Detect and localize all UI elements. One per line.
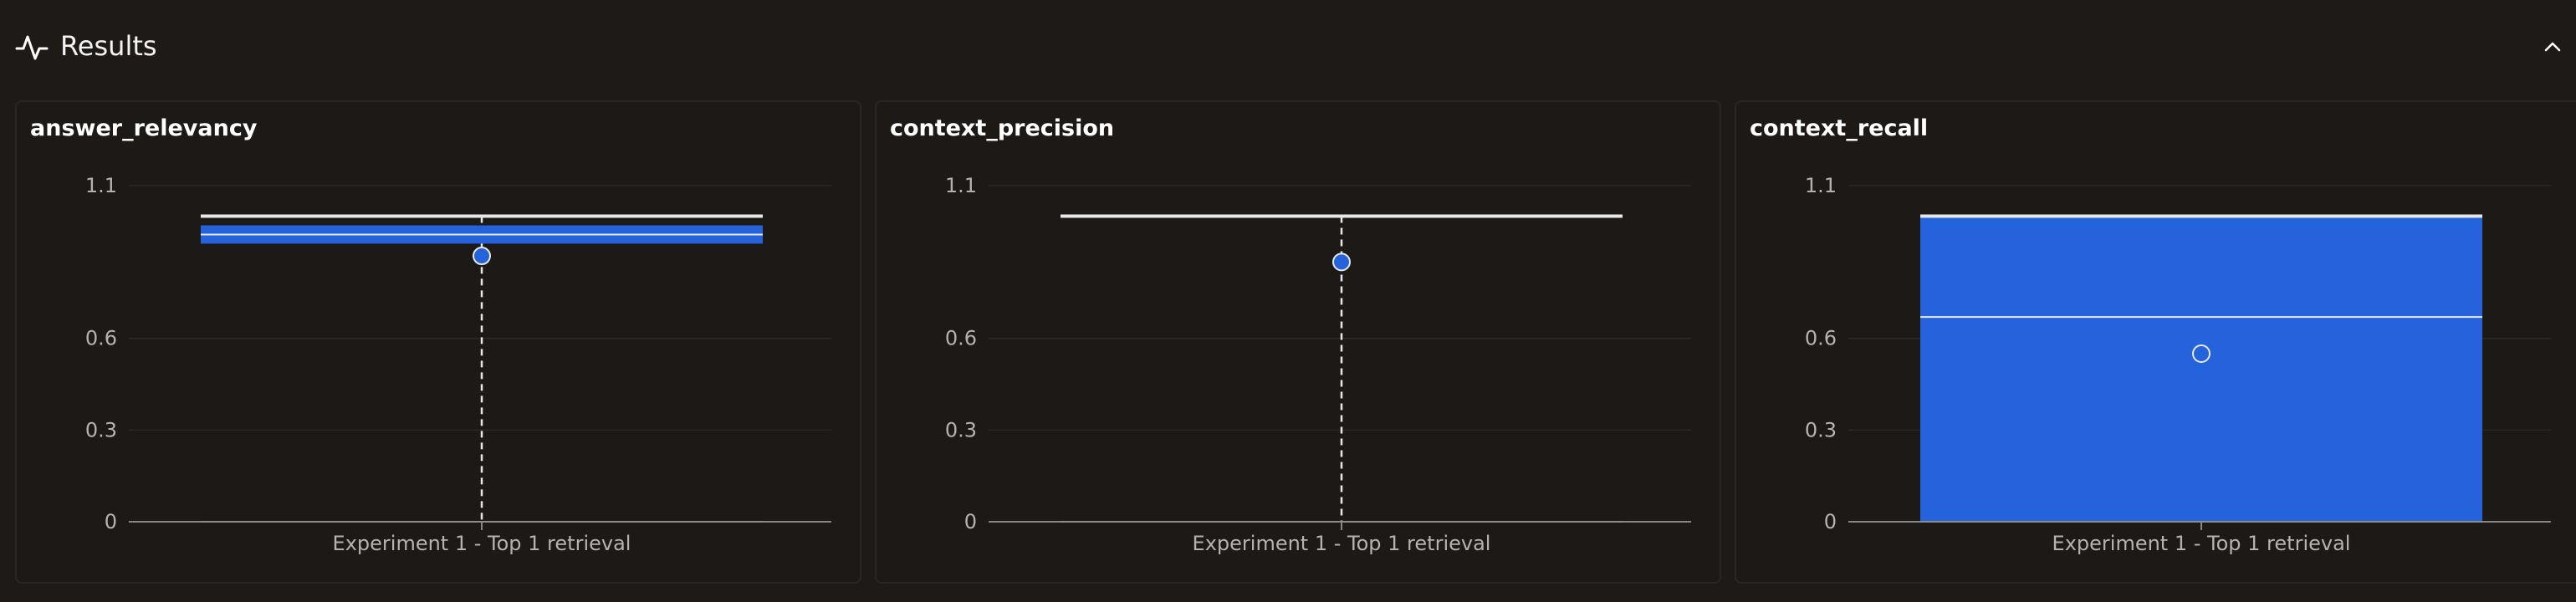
y-tick-label: 1.1 [85,174,117,197]
y-tick-label: 0.6 [1805,327,1837,350]
chart-panel-answer-relevancy: answer_relevancy 0 0.3 0.6 1.1 Experiment 1 … [15,100,861,584]
y-tick-label: 0.3 [945,418,977,441]
chart-title: answer_relevancy [30,115,258,141]
chart-panel-context-recall: context_recall 0 0.3 0.6 1.1 Experiment 1 - … [1735,100,2576,584]
chart-title: context_recall [1750,115,1929,141]
chart-title: context_precision [890,115,1115,141]
y-tick-label: 0 [964,510,977,533]
activity-pulse-icon [15,35,49,60]
y-tick-label: 0 [105,510,117,533]
results-title: Results [60,30,157,62]
chart-context-recall: 0 0.3 0.6 1.1 Experiment 1 - Top 1 retrieval [1805,174,2551,555]
results-header: Results [0,0,2576,92]
y-tick-label: 1.1 [945,174,977,197]
x-tick-label: Experiment 1 - Top 1 retrieval [333,532,631,555]
x-tick-label: Experiment 1 - Top 1 retrieval [1193,532,1491,555]
chevron-up-icon[interactable] [2539,33,2566,60]
y-tick-label: 0.6 [85,327,117,350]
box [1920,216,2482,522]
mean-marker [473,247,491,266]
y-tick-label: 1.1 [1805,174,1837,197]
y-tick-label: 0.3 [1805,418,1837,441]
chart-panel-context-precision: context_precision 0 0.3 0.6 1.1 Experiment 1… [875,100,1721,584]
y-tick-label: 0.6 [945,327,977,350]
mean-marker [2192,344,2211,363]
mean-marker [1332,253,1351,272]
y-tick-label: 0.3 [85,418,117,441]
chart-context-precision: 0 0.3 0.6 1.1 Experiment 1 - Top 1 retrieval [945,174,1691,555]
chart-answer-relevancy: 0 0.3 0.6 1.1 Experiment 1 - Top 1 retrieval [85,174,831,555]
x-tick-label: Experiment 1 - Top 1 retrieval [2052,532,2351,555]
y-tick-label: 0 [1824,510,1837,533]
